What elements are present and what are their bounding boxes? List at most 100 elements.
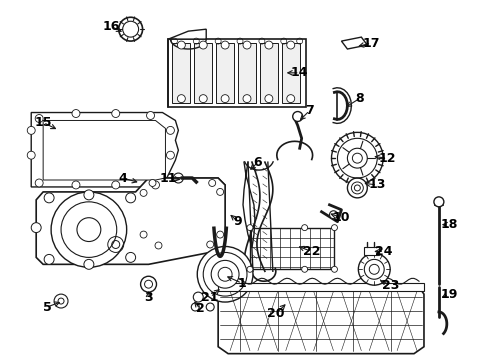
Circle shape xyxy=(51,192,126,267)
Circle shape xyxy=(197,247,252,302)
Polygon shape xyxy=(141,178,224,249)
Circle shape xyxy=(286,95,294,103)
Circle shape xyxy=(218,267,232,281)
Circle shape xyxy=(54,294,68,308)
Text: 4: 4 xyxy=(118,171,127,185)
Circle shape xyxy=(292,112,302,121)
Circle shape xyxy=(243,41,250,49)
Circle shape xyxy=(301,266,307,272)
Circle shape xyxy=(221,95,228,103)
Circle shape xyxy=(243,95,250,103)
Circle shape xyxy=(246,225,252,231)
Text: 19: 19 xyxy=(439,288,457,301)
Circle shape xyxy=(140,189,147,196)
Circle shape xyxy=(149,180,156,186)
Polygon shape xyxy=(341,37,366,49)
Circle shape xyxy=(346,148,366,168)
Circle shape xyxy=(206,303,214,311)
Text: 9: 9 xyxy=(233,215,242,228)
Circle shape xyxy=(77,218,101,242)
Text: 3: 3 xyxy=(144,291,153,303)
Polygon shape xyxy=(168,39,305,107)
Polygon shape xyxy=(43,121,165,180)
Circle shape xyxy=(286,41,294,49)
Circle shape xyxy=(329,211,337,219)
Circle shape xyxy=(191,303,199,311)
Text: 16: 16 xyxy=(102,20,119,33)
Bar xyxy=(249,228,334,269)
Bar xyxy=(238,43,255,103)
Text: 24: 24 xyxy=(375,245,392,258)
Text: 14: 14 xyxy=(290,66,308,79)
Text: 15: 15 xyxy=(34,116,52,129)
Text: 8: 8 xyxy=(354,92,363,105)
Circle shape xyxy=(199,41,207,49)
Text: 12: 12 xyxy=(378,152,395,165)
Circle shape xyxy=(264,95,272,103)
Text: 20: 20 xyxy=(266,307,284,320)
Circle shape xyxy=(211,260,239,288)
Text: 6: 6 xyxy=(253,156,262,168)
Text: 22: 22 xyxy=(302,245,320,258)
Text: 7: 7 xyxy=(305,104,313,117)
Circle shape xyxy=(216,231,223,238)
Circle shape xyxy=(331,132,383,184)
Circle shape xyxy=(140,231,147,238)
Circle shape xyxy=(264,41,272,49)
Circle shape xyxy=(146,112,154,120)
Bar xyxy=(216,43,234,103)
Circle shape xyxy=(331,266,337,272)
Circle shape xyxy=(125,193,135,203)
Circle shape xyxy=(166,126,174,134)
Circle shape xyxy=(166,151,174,159)
Circle shape xyxy=(27,126,35,134)
Circle shape xyxy=(151,181,159,189)
Circle shape xyxy=(31,223,41,233)
Circle shape xyxy=(35,114,43,122)
Circle shape xyxy=(112,181,120,189)
Circle shape xyxy=(346,178,366,198)
Text: 5: 5 xyxy=(42,301,51,314)
Text: 1: 1 xyxy=(237,277,246,290)
Circle shape xyxy=(354,185,360,191)
Bar xyxy=(281,43,299,103)
Circle shape xyxy=(193,292,203,302)
Circle shape xyxy=(352,153,362,163)
Circle shape xyxy=(141,276,156,292)
Circle shape xyxy=(177,95,185,103)
Text: 18: 18 xyxy=(439,218,457,231)
Circle shape xyxy=(119,17,142,41)
Circle shape xyxy=(72,109,80,117)
Circle shape xyxy=(35,179,43,187)
Circle shape xyxy=(177,41,185,49)
Bar xyxy=(172,43,190,103)
Circle shape xyxy=(112,109,120,117)
Bar xyxy=(364,247,379,255)
Text: 10: 10 xyxy=(332,211,349,224)
Circle shape xyxy=(44,255,54,264)
Circle shape xyxy=(358,253,389,285)
Circle shape xyxy=(331,225,337,231)
Circle shape xyxy=(208,180,215,186)
Text: 2: 2 xyxy=(196,302,204,315)
Circle shape xyxy=(301,225,307,231)
Circle shape xyxy=(84,190,94,200)
Circle shape xyxy=(125,252,135,262)
Polygon shape xyxy=(36,178,224,264)
Bar xyxy=(194,43,212,103)
Text: 17: 17 xyxy=(362,37,379,50)
Circle shape xyxy=(368,264,379,274)
Circle shape xyxy=(199,95,207,103)
Text: 23: 23 xyxy=(382,279,399,292)
Text: 13: 13 xyxy=(368,179,385,192)
Circle shape xyxy=(84,260,94,269)
Text: 11: 11 xyxy=(160,171,177,185)
Bar xyxy=(218,283,423,291)
Polygon shape xyxy=(31,113,178,187)
Circle shape xyxy=(58,298,64,304)
Circle shape xyxy=(155,242,162,249)
Bar xyxy=(260,43,277,103)
Circle shape xyxy=(61,202,117,257)
Circle shape xyxy=(221,41,228,49)
Polygon shape xyxy=(168,29,206,39)
